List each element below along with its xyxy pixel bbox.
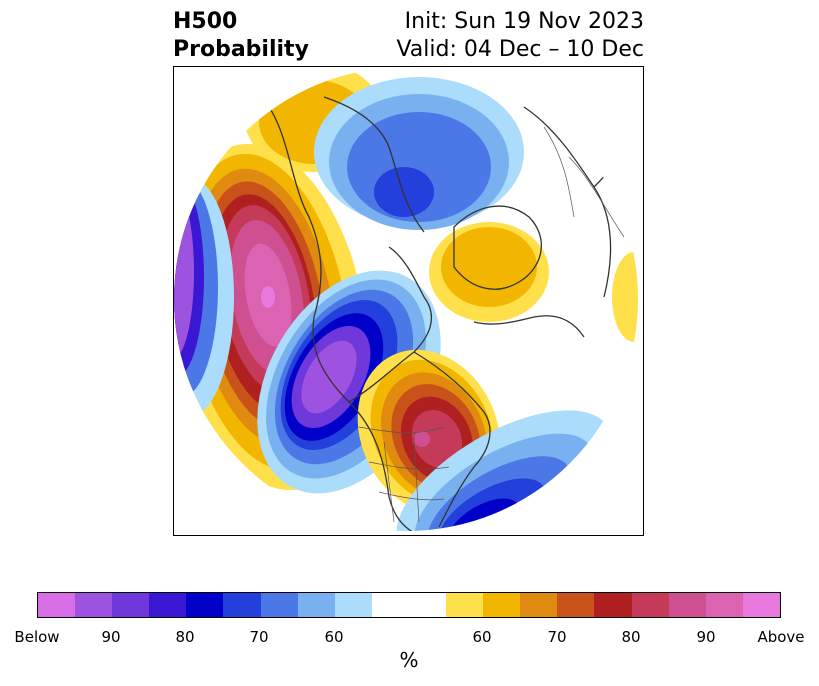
colorbar-swatch xyxy=(557,593,595,617)
colorbar-swatch xyxy=(112,593,150,617)
colorbar-swatch xyxy=(223,593,261,617)
colorbar-tick-label: Above xyxy=(757,628,805,646)
colorbar-tick-label: 70 xyxy=(249,628,269,646)
valid-date-label: Valid: 04 Dec – 10 Dec xyxy=(396,37,644,62)
colorbar-swatch xyxy=(371,593,447,617)
europe-ridge-contour-60 xyxy=(612,252,638,342)
colorbar-swatch xyxy=(186,593,224,617)
colorbar-tick-label: 60 xyxy=(472,628,492,646)
greenland-ridge-contour-65 xyxy=(441,227,537,307)
colorbar-swatch xyxy=(149,593,187,617)
colorbar-tick-label: 70 xyxy=(547,628,567,646)
map-title: H500 Probability xyxy=(173,8,309,64)
product-label: Probability xyxy=(173,37,309,62)
init-date-label: Init: Sun 19 Nov 2023 xyxy=(404,9,644,34)
colorbar-swatch xyxy=(520,593,558,617)
colorbar-swatch xyxy=(297,593,335,617)
colorbar-swatch xyxy=(260,593,298,617)
colorbar-tick-label: Below xyxy=(14,628,60,646)
coastlines xyxy=(268,96,638,531)
probability-map xyxy=(173,66,644,536)
probability-colorbar xyxy=(37,592,781,618)
variable-label: H500 xyxy=(173,9,238,34)
colorbar-swatch xyxy=(742,593,780,617)
country-borders xyxy=(358,126,625,523)
ridge-contour-above xyxy=(261,286,275,308)
colorbar-tick-label: 80 xyxy=(621,628,641,646)
colorbar-swatch xyxy=(446,593,484,617)
colorbar-swatch xyxy=(75,593,113,617)
colorbar-swatch xyxy=(38,593,76,617)
arctic-trough-contour-75 xyxy=(374,167,434,217)
colorbar-swatch xyxy=(705,593,743,617)
colorbar-swatch xyxy=(631,593,669,617)
colorbar-unit-label: % xyxy=(399,648,419,672)
colorbar-tick-label: 60 xyxy=(324,628,344,646)
colorbar-swatch xyxy=(334,593,372,617)
colorbar-swatch xyxy=(668,593,706,617)
colorbar-swatch xyxy=(483,593,521,617)
colorbar-tick-label: 80 xyxy=(175,628,195,646)
east-ridge-contour-90 xyxy=(414,431,430,447)
colorbar-tick-label: 90 xyxy=(696,628,716,646)
colorbar-swatch xyxy=(594,593,632,617)
map-dates: Init: Sun 19 Nov 2023 Valid: 04 Dec – 10… xyxy=(396,8,644,64)
east-ridge-contour-85 xyxy=(411,409,463,469)
colorbar-tick-label: 90 xyxy=(101,628,121,646)
map-canvas xyxy=(174,67,638,531)
